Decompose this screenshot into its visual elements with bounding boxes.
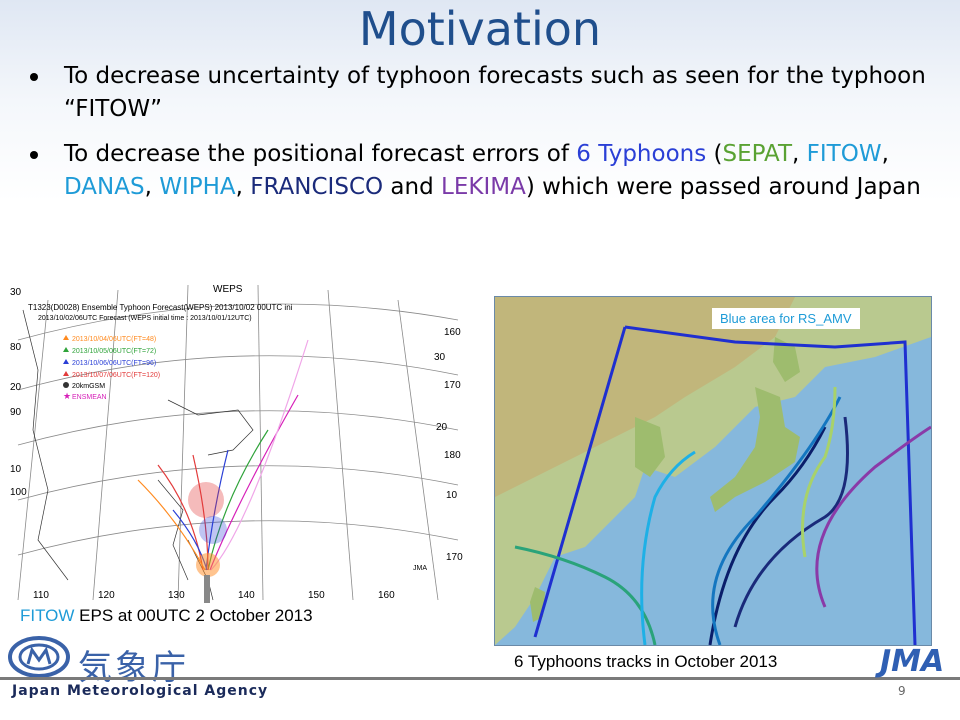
typhoon-francisco: FRANCISCO — [250, 174, 384, 200]
track-francisco — [733, 416, 849, 628]
legend-entry: ENSMEAN — [72, 394, 107, 401]
track-fitow — [640, 450, 696, 645]
bullet-item-2: To decrease the positional forecast erro… — [30, 138, 940, 204]
legend-entry: 2013/10/04/06UTC(FT=48) — [72, 336, 156, 343]
lat-label: 90 — [10, 407, 22, 418]
legend-marker-icon: ★ — [63, 391, 71, 401]
lon-label: 130 — [168, 590, 185, 601]
weps-credit: JMA — [413, 565, 427, 572]
track-danas — [708, 426, 827, 645]
bullet-text: To decrease the positional forecast erro… — [64, 141, 577, 167]
lat-label: 170 — [446, 552, 463, 563]
legend-marker-icon — [63, 347, 69, 352]
lon-label: 140 — [238, 590, 255, 601]
lon-label: 120 — [98, 590, 115, 601]
typhoon-lekima: LEKIMA — [441, 174, 526, 200]
typhoon-tracks — [514, 386, 931, 645]
slide-title: Motivation — [358, 2, 602, 56]
lat-label: 20 — [10, 382, 22, 393]
caption-typhoon-name: FITOW — [20, 606, 75, 625]
lat-label: 20 — [436, 422, 448, 433]
agency-name: Japan Meteorological Agency — [12, 683, 269, 699]
track-lekima — [815, 425, 931, 608]
typhoon-fitow: FITOW — [806, 141, 882, 167]
legend-entry: 20kmGSM — [72, 383, 105, 390]
typhoon-count: 6 Typhoons — [576, 141, 707, 167]
weps-subtitle-2: 2013/10/02/06UTC Forecast (WEPS initial … — [38, 315, 252, 322]
lat-label: 180 — [444, 450, 461, 461]
ensemble-cluster — [188, 482, 227, 603]
weps-legend: 2013/10/04/06UTC(FT=48) 2013/10/05/06UTC… — [63, 335, 160, 401]
lon-label: 150 — [308, 590, 325, 601]
weps-header: WEPS — [213, 284, 243, 295]
track-wipha — [711, 396, 842, 645]
lat-labels-right: 160 30 170 20 180 10 170 — [434, 327, 463, 563]
jma-logo-icon — [8, 636, 70, 682]
land-masses — [495, 297, 931, 645]
separator: and — [383, 174, 442, 200]
typhoon-wipha: WIPHA — [159, 174, 236, 200]
footer-divider — [0, 677, 960, 680]
legend-marker-icon — [63, 382, 69, 388]
legend-entry: 2013/10/07/06UTC(FT=120) — [72, 372, 160, 379]
bullet-dot-icon — [30, 73, 38, 81]
track-sepat — [514, 545, 657, 645]
weps-subtitle-1: T1323(D0028) Ensemble Typhoon Forecast(W… — [28, 303, 293, 312]
separator: , — [792, 141, 807, 167]
blue-area-label: Blue area for RS_AMV — [712, 308, 860, 329]
lat-label: 80 — [10, 342, 22, 353]
legend-entry: 2013/10/06/06UTC(FT=96) — [72, 360, 156, 367]
typhoon-danas: DANAS — [64, 174, 145, 200]
lon-label: 110 — [33, 590, 49, 601]
caption-text: EPS at 00UTC 2 October 2013 — [74, 606, 313, 625]
legend-marker-icon — [63, 371, 69, 376]
lat-label: 160 — [444, 327, 461, 338]
ensemble-map-svg: WEPS T1323(D0028) Ensemble Typhoon Forec… — [10, 284, 463, 603]
typhoon-tracks-map — [494, 296, 932, 646]
legend-marker-icon — [63, 359, 69, 364]
separator: , — [144, 174, 160, 200]
lon-label: 160 — [378, 590, 395, 601]
page-number: 9 — [898, 684, 906, 698]
ensemble-forecast-map: WEPS T1323(D0028) Ensemble Typhoon Forec… — [8, 280, 470, 605]
tracks-map-svg — [495, 297, 931, 645]
lat-label: 10 — [446, 490, 458, 501]
bullet-text: ) which were passed around Japan — [525, 174, 921, 200]
lat-label: 30 — [10, 287, 22, 298]
typhoon-sepat: SEPAT — [722, 141, 793, 167]
jma-wordmark: JMA — [880, 644, 945, 679]
separator: , — [235, 174, 251, 200]
track-extra — [801, 386, 837, 558]
bullet-text: To decrease uncertainty of typhoon forec… — [64, 63, 926, 122]
separator: , — [881, 141, 889, 167]
graticule — [17, 284, 459, 601]
left-figure-caption: FITOW EPS at 00UTC 2 October 2013 — [20, 606, 313, 626]
right-figure-caption: 6 Typhoons tracks in October 2013 — [514, 652, 778, 671]
lat-label: 100 — [10, 487, 27, 498]
lat-label: 30 — [434, 352, 446, 363]
lon-labels: 110 120 130 140 150 160 — [33, 590, 395, 601]
bullet-list: To decrease uncertainty of typhoon forec… — [30, 60, 940, 216]
legend-entry: 2013/10/05/06UTC(FT=72) — [72, 348, 156, 355]
bullet-item-1: To decrease uncertainty of typhoon forec… — [30, 60, 940, 126]
lat-labels-left: 30 80 20 90 10 100 — [10, 287, 27, 498]
lat-label: 10 — [10, 464, 22, 475]
bullet-text: ( — [706, 141, 723, 167]
legend-marker-icon — [63, 335, 69, 340]
jma-kanji-name: 気象庁 — [78, 648, 189, 688]
bullet-dot-icon — [30, 151, 38, 159]
lat-label: 170 — [444, 380, 461, 391]
